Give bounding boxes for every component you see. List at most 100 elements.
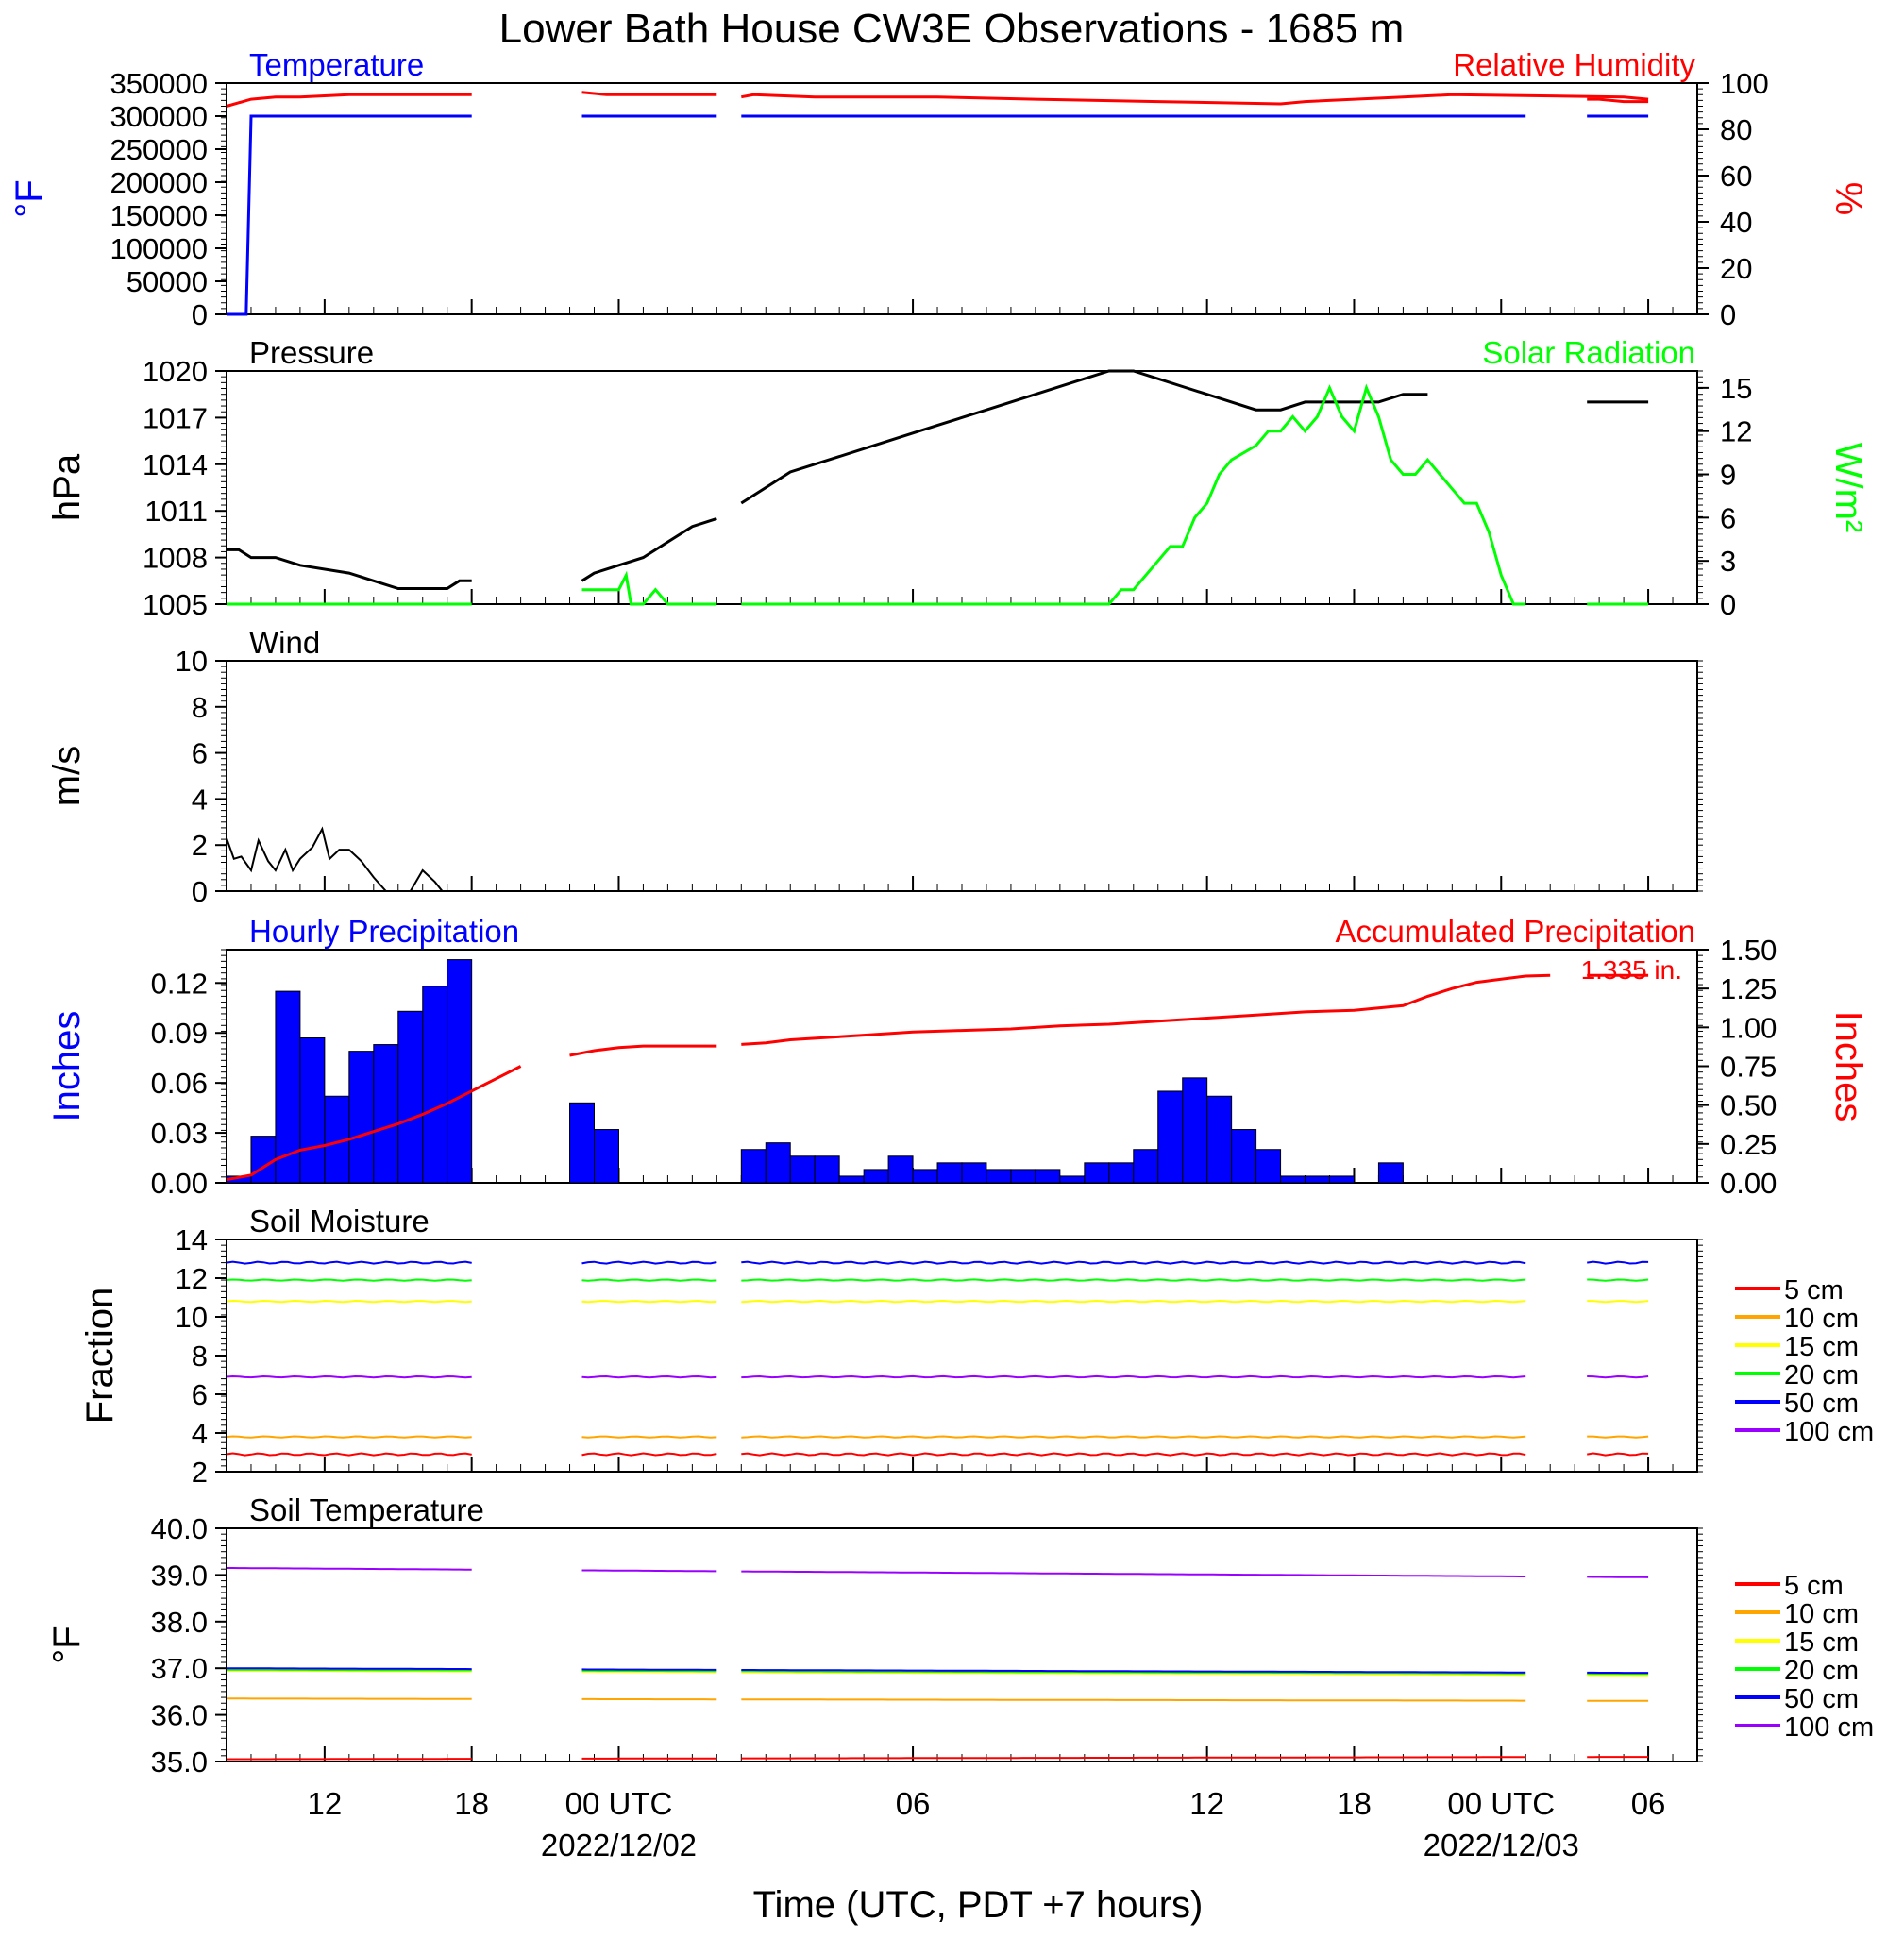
y-tick-label: 10	[176, 1301, 208, 1334]
y-tick-label: 50000	[126, 265, 208, 298]
precip-bar	[1255, 1149, 1282, 1184]
y-tick-label: 1014	[143, 448, 208, 481]
y-right-tick-label: 40	[1720, 206, 1752, 239]
x-date-label: 2022/12/03	[1424, 1828, 1579, 1862]
panel-0: 0500001000001500002000002500003000003500…	[8, 47, 1869, 331]
precip-bar	[1133, 1149, 1159, 1184]
series-line	[581, 1299, 717, 1304]
y-tick-label: 40.0	[151, 1512, 208, 1545]
precip-bar	[789, 1155, 816, 1184]
series-line	[741, 1260, 1526, 1265]
y-axis-label-left: °F	[8, 179, 50, 217]
series-line	[581, 1668, 717, 1671]
series-line	[226, 93, 472, 108]
y-tick-label: 150000	[110, 199, 208, 232]
panel-title-left: Pressure	[249, 335, 374, 370]
y-tick-label: 10	[176, 645, 208, 678]
precip-bar	[1059, 1175, 1086, 1184]
series-line	[581, 570, 717, 606]
precip-bar	[838, 1175, 865, 1184]
series-line	[227, 1567, 472, 1571]
y-right-tick-label: 0.75	[1720, 1051, 1777, 1084]
precip-bar	[961, 1162, 987, 1184]
series-line	[741, 1278, 1526, 1282]
x-tick-label: 12	[308, 1786, 343, 1821]
precip-bar	[373, 1044, 399, 1184]
y-tick-label: 250000	[110, 133, 208, 166]
series-line	[581, 516, 717, 582]
precip-bar	[1035, 1169, 1061, 1184]
legend-label: 100 cm	[1784, 1712, 1874, 1743]
y-tick-label: 0.06	[151, 1067, 208, 1100]
panel-title-left: Soil Moisture	[249, 1204, 430, 1239]
precip-bar	[1305, 1175, 1330, 1184]
precip-bar	[1108, 1162, 1135, 1184]
y-tick-label: 36.0	[151, 1699, 208, 1732]
y-axis-label-right: W/m²	[1828, 443, 1869, 533]
panel-title-right: Solar Radiation	[1482, 335, 1695, 370]
series-line	[1587, 1374, 1649, 1379]
y-tick-label: 0.00	[151, 1167, 208, 1200]
precip-bar	[250, 1136, 277, 1184]
x-tick-label: 12	[1189, 1786, 1224, 1821]
y-right-tick-label: 1.25	[1720, 972, 1777, 1005]
y-tick-label: 350000	[110, 67, 208, 100]
y-tick-label: 1020	[143, 355, 208, 388]
series-line	[227, 1668, 472, 1672]
series-line	[227, 1667, 472, 1671]
y-right-tick-label: 0.00	[1720, 1167, 1777, 1200]
y-tick-label: 39.0	[151, 1559, 208, 1592]
legend-label: 5 cm	[1784, 1275, 1844, 1306]
legend-label: 50 cm	[1784, 1684, 1859, 1714]
series-line	[741, 383, 1526, 606]
precip-bar	[986, 1169, 1012, 1184]
series-line	[741, 93, 1649, 106]
precip-bar	[1231, 1129, 1257, 1184]
y-tick-label: 6	[192, 737, 208, 770]
x-tick-label: 00 UTC	[1447, 1786, 1555, 1821]
legend-label: 100 cm	[1784, 1417, 1874, 1447]
y-tick-label: 38.0	[151, 1606, 208, 1639]
series-line	[581, 91, 717, 96]
time-axis: 12 18 00 UTC 2022/12/02 06 12 18 00 UTC 2022/12/…	[308, 1786, 1666, 1862]
y-tick-label: 0	[192, 875, 208, 908]
precip-bar	[422, 986, 448, 1184]
panel-frame	[226, 82, 1698, 315]
panels: 0500001000001500002000002500003000003500…	[8, 47, 1874, 1778]
panel-frame	[226, 370, 1698, 605]
series-line	[226, 1278, 472, 1282]
y-tick-label: 4	[192, 783, 208, 816]
y-axis-label-left: hPa	[46, 453, 88, 521]
series-line	[581, 1569, 717, 1573]
series-line	[226, 1260, 472, 1265]
series-line	[741, 1570, 1526, 1577]
panel-frame	[226, 660, 1698, 892]
y-tick-label: 1005	[143, 588, 208, 621]
y-right-tick-label: 0.25	[1720, 1128, 1777, 1161]
precip-bar	[348, 1051, 375, 1184]
series-line	[741, 1452, 1526, 1457]
x-tick-label: 18	[1337, 1786, 1372, 1821]
series-line	[226, 1065, 522, 1182]
legend-label: 20 cm	[1784, 1656, 1859, 1686]
series-line	[226, 826, 472, 892]
y-right-tick-label: 0	[1720, 588, 1736, 621]
y-tick-label: 200000	[110, 166, 208, 199]
precip-bar	[594, 1129, 619, 1184]
y-tick-label: 100000	[110, 232, 208, 265]
y-right-tick-label: 1.50	[1720, 934, 1777, 967]
y-tick-label: 37.0	[151, 1652, 208, 1685]
legend-label: 20 cm	[1784, 1360, 1859, 1390]
y-right-tick-label: 3	[1720, 545, 1736, 578]
y-tick-label: 2	[192, 829, 208, 862]
y-right-tick-label: 1.00	[1720, 1011, 1777, 1044]
precip-bar	[1206, 1095, 1233, 1184]
series-line	[1587, 1278, 1649, 1282]
y-right-tick-label: 20	[1720, 252, 1752, 285]
y-tick-label: 0	[192, 298, 208, 331]
panel-title-right: Accumulated Precipitation	[1335, 914, 1695, 949]
series-line	[1587, 1435, 1649, 1439]
series-line	[581, 1374, 717, 1379]
